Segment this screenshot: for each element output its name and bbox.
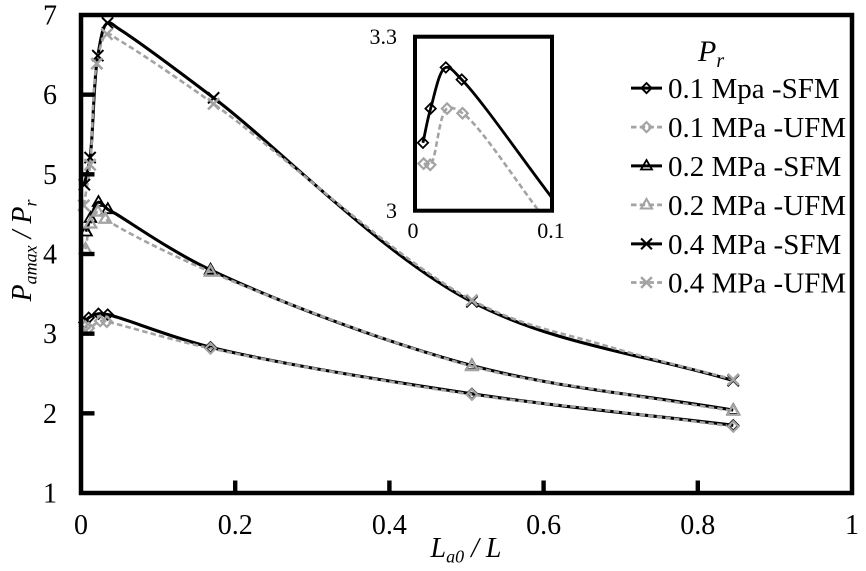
svg-text:0.4 MPa -UFM: 0.4 MPa -UFM [668,268,846,300]
svg-text:3: 3 [43,319,57,350]
svg-text:1: 1 [845,510,859,541]
svg-text:0: 0 [408,218,419,243]
svg-text:5: 5 [43,160,57,191]
svg-text:0.2: 0.2 [218,510,253,541]
svg-text:4: 4 [43,240,57,271]
svg-text:3.3: 3.3 [370,24,398,49]
svg-text:0.6: 0.6 [526,510,561,541]
svg-text:6: 6 [43,80,57,111]
svg-text:0.8: 0.8 [680,510,715,541]
svg-text:0.1 Mpa -SFM: 0.1 Mpa -SFM [668,73,840,105]
svg-text:0.4: 0.4 [372,510,407,541]
svg-text:0.1: 0.1 [537,218,565,243]
svg-text:0.2 MPa -UFM: 0.2 MPa -UFM [668,190,846,222]
svg-text:7: 7 [43,1,57,32]
svg-text:0: 0 [74,510,88,541]
svg-text:0.4 MPa -SFM: 0.4 MPa -SFM [668,229,841,261]
svg-text:3: 3 [386,198,397,223]
svg-text:1: 1 [43,479,57,510]
svg-text:2: 2 [43,399,57,430]
svg-text:0.1 MPa -UFM: 0.1 MPa -UFM [668,112,846,144]
svg-text:0.2 MPa -SFM: 0.2 MPa -SFM [668,151,841,183]
svg-text:La0 / L: La0 / L [430,533,502,566]
